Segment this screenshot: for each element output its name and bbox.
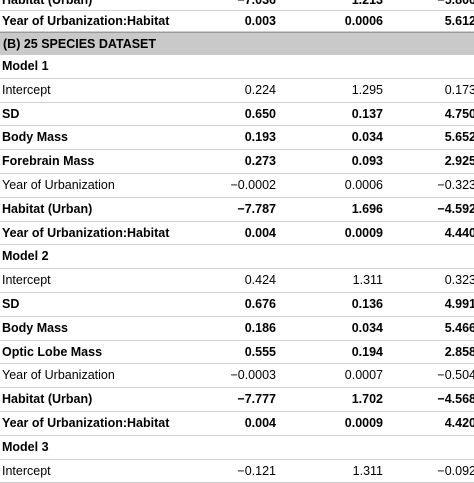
t-value-cell: −0.092 [437,463,474,478]
table-row: Habitat (Urban) −7.787 1.696 −4.592 [0,198,474,222]
table-row: Model 2 [0,245,474,270]
std-error-cell: 0.034 [351,320,383,335]
t-value-cell: 4.420 [444,415,474,430]
table-row: Model 3 [0,436,474,460]
row-label: Forebrain Mass [2,154,95,169]
table-row: Intercept 0.424 1.311 0.323 [0,269,474,293]
estimate-cell: −7.036 [237,0,276,7]
t-value-cell: −5.800 [437,0,474,7]
table-row: Optic Lobe Mass 0.555 0.194 2.858 [0,341,474,365]
std-error-cell: 1.295 [351,82,383,97]
table-row: Year of Urbanization:Habitat 0.004 0.0009 4… [0,222,474,246]
std-error-cell: 0.0006 [344,177,383,192]
std-error-cell: 0.194 [351,344,383,359]
std-error-cell: 1.213 [351,0,383,7]
estimate-cell: 0.003 [244,14,276,28]
table-row: Habitat (Urban) −7.777 1.702 −4.568 [0,388,474,412]
t-value-cell: −4.592 [437,201,474,216]
row-label: Habitat (Urban) [2,392,93,407]
estimate-cell: 0.273 [244,154,276,169]
table-row: Forebrain Mass 0.273 0.093 2.925 [0,150,474,174]
estimate-cell: 0.004 [244,415,276,430]
table-row: Intercept 0.224 1.295 0.173 [0,79,474,103]
t-value-cell: 5.466 [444,320,474,335]
t-value-cell: 0.323 [444,273,474,288]
table-row: Year of Urbanization −0.0003 0.0007 −0.504 [0,364,474,389]
t-value-cell: 4.750 [444,106,474,121]
t-value-cell: 2.858 [444,344,474,359]
estimate-cell: 0.424 [244,273,276,288]
std-error-cell: 1.696 [351,201,383,216]
estimate-cell: 0.650 [244,106,276,121]
table-row: Habitat (Urban) −7.036 1.213 −5.800 [0,0,474,11]
estimate-cell: −0.121 [237,463,276,478]
estimate-cell: −0.0003 [230,368,276,383]
std-error-cell: 0.137 [351,106,383,121]
row-label: Habitat (Urban) [2,0,93,7]
table-top-rows: Habitat (Urban) −7.036 1.213 −5.800 Year of … [0,0,474,32]
table-row: SD 0.650 0.137 4.750 [0,103,474,127]
t-value-cell: −0.323 [437,177,474,192]
section-header: (B) 25 SPECIES DATASET [0,32,474,55]
t-value-cell: 5.612 [444,14,474,28]
std-error-cell: 0.0006 [344,14,383,28]
row-label: Year of Urbanization:Habitat [2,14,170,28]
std-error-cell: 0.0007 [344,368,383,383]
row-label: Year of Urbanization:Habitat [2,415,170,430]
t-value-cell: −0.504 [437,368,474,383]
table-row: Model 1 [0,55,474,79]
t-value-cell: 4.440 [444,225,474,240]
row-label: Model 3 [2,439,49,454]
std-error-cell: 0.0009 [344,415,383,430]
estimate-cell: 0.193 [244,130,276,145]
table-body-rows: Model 1 Intercept 0.224 1.295 0.173 SD 0.650 0.… [0,55,474,483]
table-row: Body Mass 0.186 0.034 5.466 [0,317,474,341]
table-row: Year of Urbanization:Habitat 0.004 0.0009 4… [0,412,474,436]
estimate-cell: 0.555 [244,344,276,359]
std-error-cell: 0.136 [351,296,383,311]
row-label: Intercept [2,273,51,288]
std-error-cell: 1.311 [352,463,383,478]
row-label: Year of Urbanization:Habitat [2,225,170,240]
table-row: Intercept −0.121 1.311 −0.092 [0,460,474,483]
estimate-cell: −0.0002 [230,177,276,192]
row-label: Year of Urbanization [2,177,115,192]
estimate-cell: 0.224 [244,82,276,97]
table-row: Year of Urbanization:Habitat 0.003 0.0006 5… [0,11,474,32]
std-error-cell: 0.093 [351,154,383,169]
estimate-cell: −7.787 [237,201,276,216]
estimate-cell: 0.676 [244,296,276,311]
t-value-cell: 0.173 [444,82,474,97]
row-label: Body Mass [2,130,68,145]
estimate-cell: 0.004 [244,225,276,240]
row-label: Habitat (Urban) [2,201,93,216]
row-label: SD [2,296,20,311]
table-row: Year of Urbanization −0.0002 0.0006 −0.323 [0,174,474,198]
row-label: SD [2,106,20,121]
row-label: Intercept [2,82,51,97]
std-error-cell: 1.702 [351,392,383,407]
std-error-cell: 0.034 [351,130,383,145]
estimate-cell: −7.777 [237,392,276,407]
row-label: Optic Lobe Mass [2,344,103,359]
row-label: Body Mass [2,320,68,335]
std-error-cell: 0.0009 [344,225,383,240]
row-label: Year of Urbanization [2,368,115,383]
t-value-cell: 4.991 [444,296,474,311]
t-value-cell: −4.568 [437,392,474,407]
table-row: SD 0.676 0.136 4.991 [0,293,474,317]
t-value-cell: 5.652 [444,130,474,145]
std-error-cell: 1.311 [352,273,383,288]
row-label: Model 1 [2,59,49,73]
t-value-cell: 2.925 [444,154,474,169]
table-row: Body Mass 0.193 0.034 5.652 [0,126,474,151]
estimate-cell: 0.186 [244,320,276,335]
row-label: Model 2 [2,249,49,264]
row-label: Intercept [2,463,51,478]
section-title: (B) 25 SPECIES DATASET [3,37,157,51]
